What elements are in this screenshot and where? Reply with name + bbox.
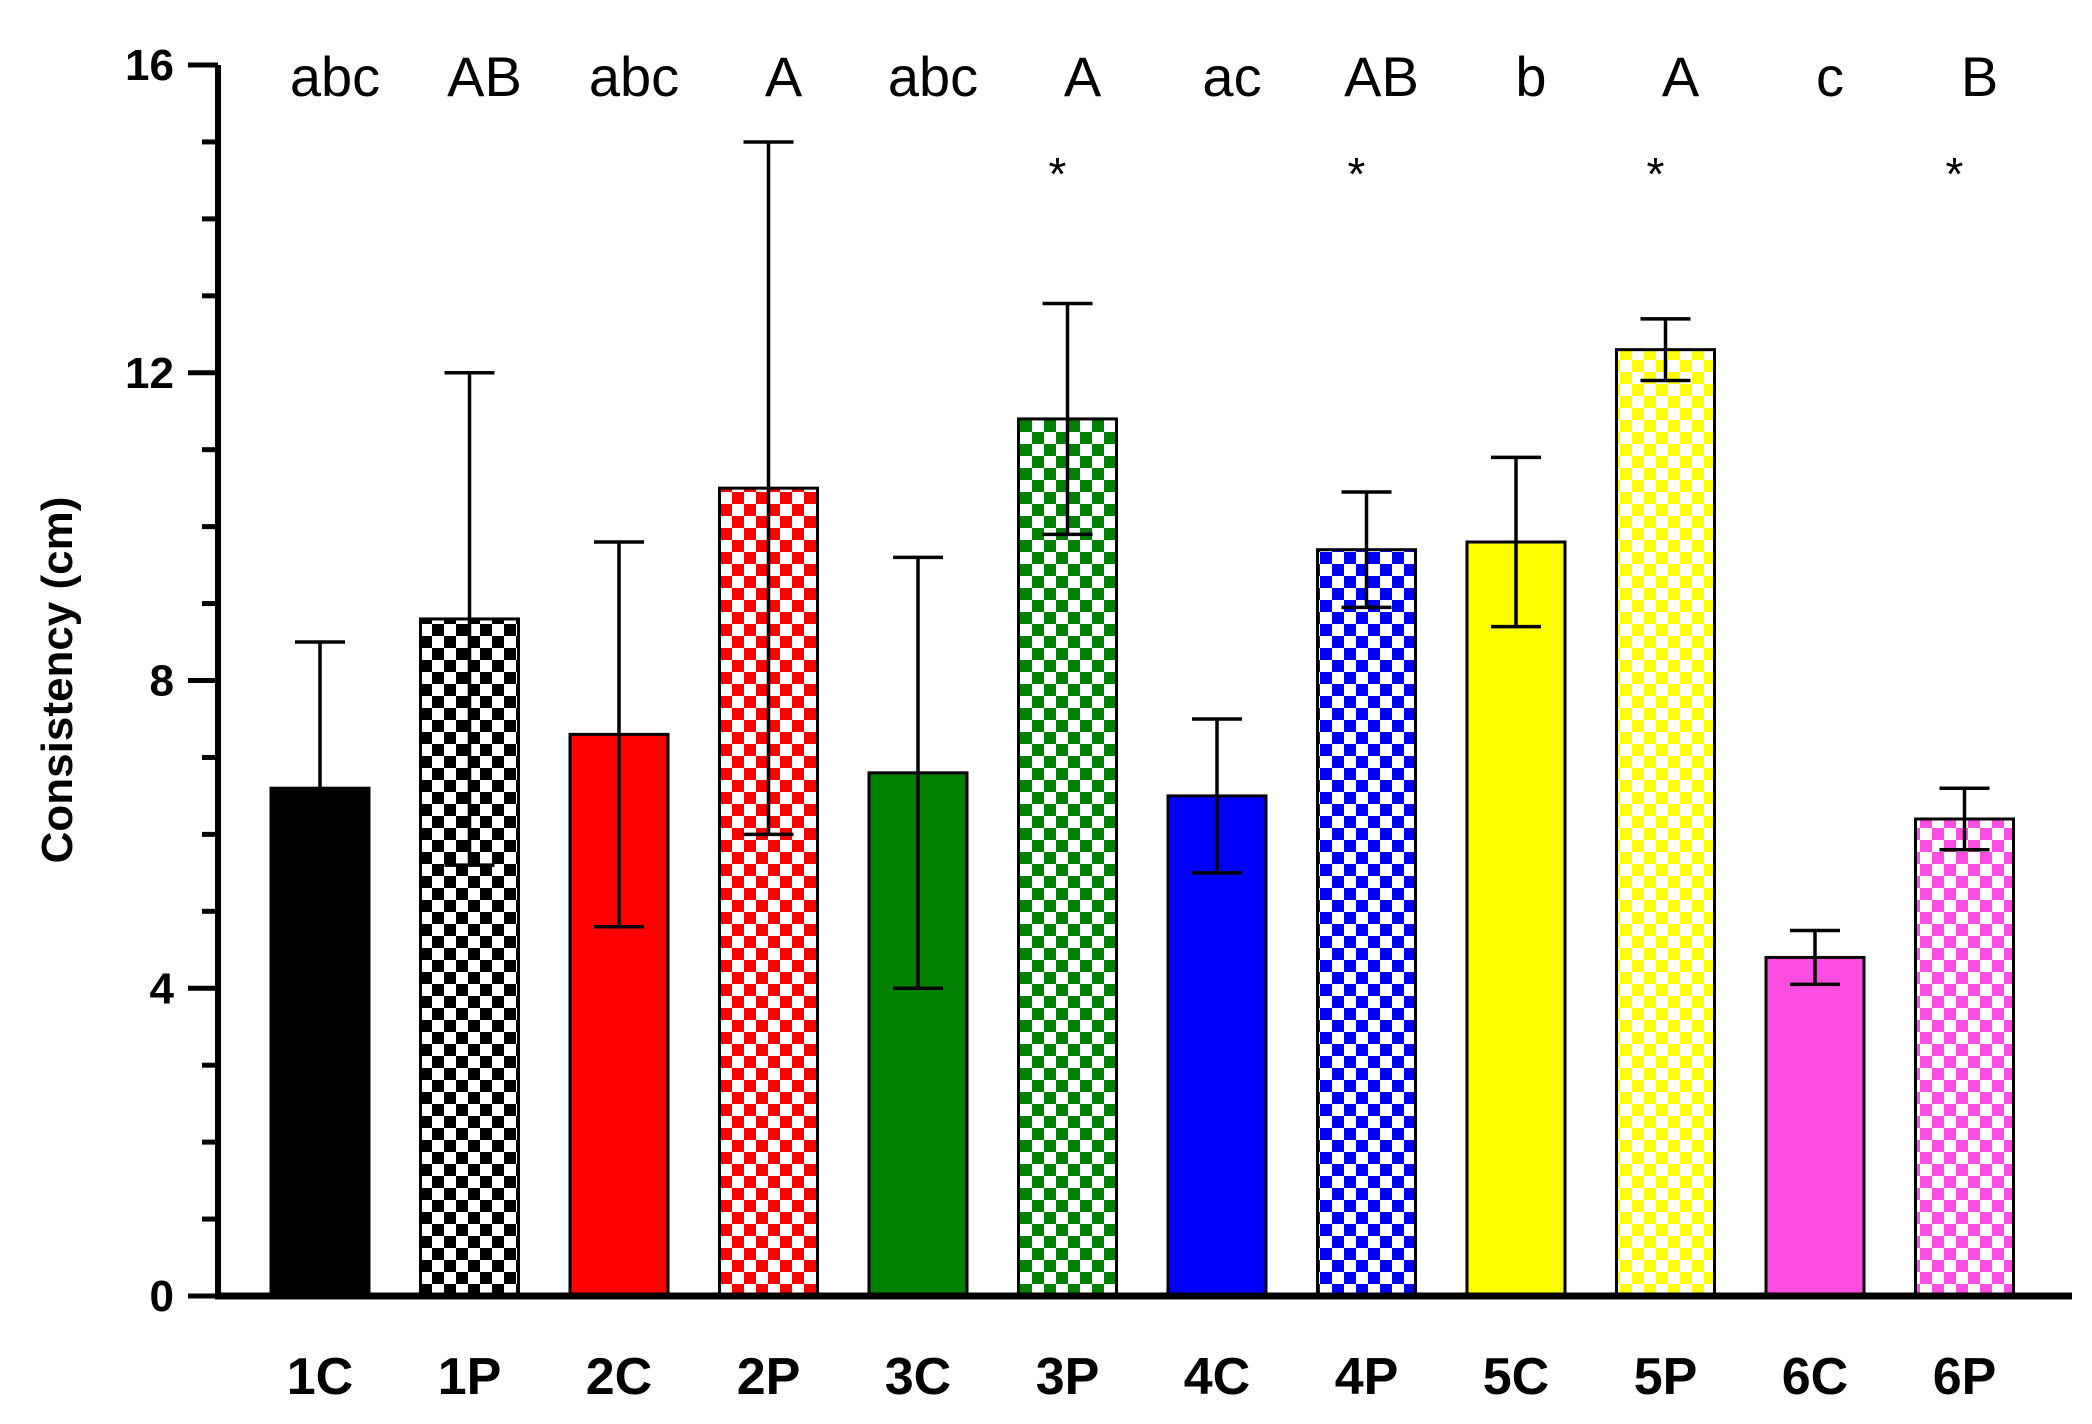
asterisk-5p: * bbox=[1647, 148, 1665, 200]
y-tick-label-4: 4 bbox=[150, 964, 175, 1013]
asterisk-6p: * bbox=[1946, 148, 1964, 200]
bars-layer bbox=[269, 348, 2015, 1298]
error-bar-1p bbox=[444, 371, 495, 867]
bar-3p bbox=[1017, 417, 1118, 1298]
error-bar-1c bbox=[295, 640, 345, 937]
significance-letter-1c: abc bbox=[290, 45, 380, 108]
y-tick-label-0: 0 bbox=[150, 1272, 174, 1321]
error-bar-6p bbox=[1939, 786, 1990, 852]
axes-layer bbox=[188, 62, 2072, 1300]
bar-6c bbox=[1764, 955, 1866, 1298]
category-label-2c: 2C bbox=[586, 1348, 652, 1406]
significance-letter-3p: A bbox=[1064, 45, 1102, 108]
y-axis-title: Consistency (cm) bbox=[33, 497, 82, 864]
significance-letter-2c: abc bbox=[589, 45, 679, 108]
error-bar-5c bbox=[1491, 455, 1541, 629]
category-label-5c: 5C bbox=[1483, 1348, 1549, 1406]
significance-letter-5c: b bbox=[1515, 45, 1546, 108]
significance-letter-6c: c bbox=[1816, 45, 1844, 108]
category-label-2p: 2P bbox=[737, 1348, 801, 1406]
error-bar-5p bbox=[1640, 317, 1691, 383]
category-label-6p: 6P bbox=[1933, 1348, 1997, 1406]
error-bar-2p bbox=[743, 140, 794, 837]
bar-6p bbox=[1914, 817, 2015, 1298]
significance-letter-3c: abc bbox=[888, 45, 978, 108]
category-label-5p: 5P bbox=[1634, 1348, 1698, 1406]
category-label-3c: 3C bbox=[885, 1348, 951, 1406]
bar-5p bbox=[1615, 348, 1716, 1298]
significance-letter-6p: B bbox=[1961, 45, 1998, 108]
bar-5c bbox=[1465, 540, 1567, 1298]
category-label-6c: 6C bbox=[1782, 1348, 1848, 1406]
y-tick-label-12: 12 bbox=[125, 349, 174, 398]
error-bar-4p bbox=[1341, 490, 1392, 610]
category-label-1p: 1P bbox=[438, 1348, 502, 1406]
bar-4p bbox=[1316, 548, 1417, 1298]
error-bar-3c bbox=[893, 555, 943, 990]
error-bar-4c bbox=[1192, 717, 1242, 875]
significance-letter-4p: AB bbox=[1344, 45, 1419, 108]
category-label-1c: 1C bbox=[287, 1348, 353, 1406]
error-bar-6c bbox=[1790, 928, 1840, 987]
error-bar-2c bbox=[594, 540, 644, 929]
asterisk-4p: * bbox=[1348, 148, 1366, 200]
error-bar-3p bbox=[1042, 301, 1093, 537]
y-tick-label-8: 8 bbox=[150, 657, 174, 706]
category-label-3p: 3P bbox=[1036, 1348, 1100, 1406]
y-tick-label-16: 16 bbox=[125, 41, 174, 90]
significance-letter-1p: AB bbox=[447, 45, 522, 108]
error-bars-layer bbox=[295, 140, 1990, 990]
significance-letter-4c: ac bbox=[1202, 45, 1261, 108]
category-label-4p: 4P bbox=[1335, 1348, 1399, 1406]
category-label-4c: 4C bbox=[1184, 1348, 1250, 1406]
bar-2p bbox=[718, 486, 819, 1298]
significance-letter-2p: A bbox=[765, 45, 803, 108]
bar-4c bbox=[1166, 794, 1268, 1298]
labels-layer: 1Cabc1PAB2Cabc2PA3Cabc3PA*4Cac4PAB*5Cb5P… bbox=[33, 41, 1998, 1406]
asterisk-3p: * bbox=[1049, 148, 1067, 200]
significance-letter-5p: A bbox=[1662, 45, 1700, 108]
